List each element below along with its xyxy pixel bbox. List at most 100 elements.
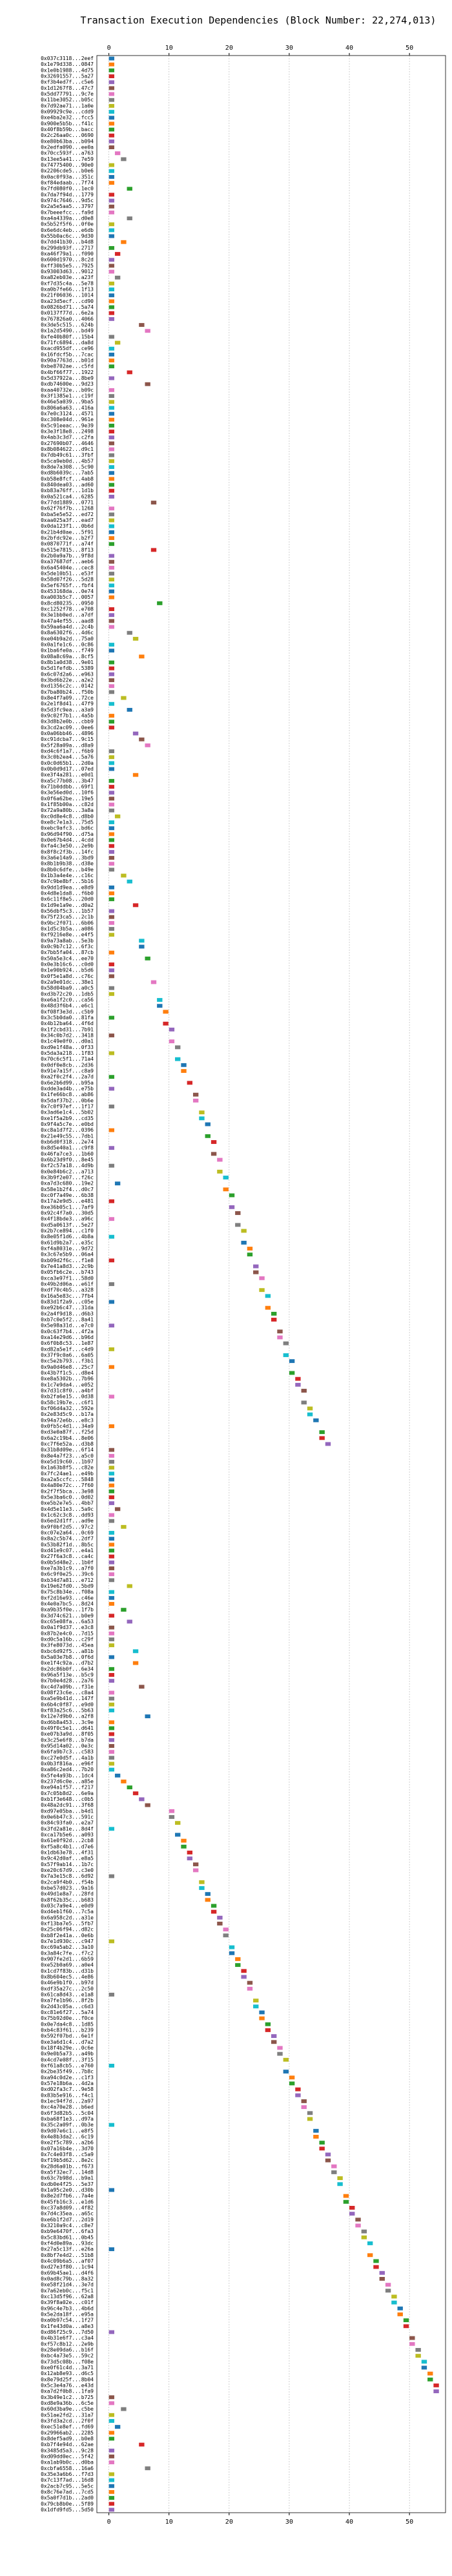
execution-bar bbox=[108, 643, 114, 647]
execution-bar bbox=[163, 1021, 169, 1026]
y-tick-label: 0x9a73a8ab...5e3b bbox=[41, 938, 94, 944]
y-tick-label: 0xd97e05ba...b4d1 bbox=[41, 1808, 94, 1814]
y-tick-label: 0x4cd7e08f...3f15 bbox=[41, 2057, 94, 2062]
execution-bar bbox=[139, 737, 145, 742]
y-tick-label: 0x0e3b16c6...c0d0 bbox=[41, 962, 94, 968]
y-tick-label: 0x83b5e916...f4c1 bbox=[41, 2092, 94, 2098]
execution-bar bbox=[108, 796, 114, 801]
y-tick-label: 0x6ed2d1ff...ad9e bbox=[41, 1518, 94, 1524]
y-tick-label: 0x48a2dc91...3f68 bbox=[41, 1802, 94, 1808]
execution-bar bbox=[108, 1679, 114, 1683]
y-tick-label: 0x5a0f7d1b...2ad0 bbox=[41, 2495, 94, 2501]
y-tick-label: 0xa7fe1b96...8f2b bbox=[41, 1998, 94, 2004]
y-tick-label: 0xa1ab9b0c...d0ba bbox=[41, 2460, 94, 2466]
execution-bar bbox=[265, 1305, 271, 1310]
y-tick-label: 0x3fd3a2cd...2f0f bbox=[41, 2418, 94, 2424]
execution-bar bbox=[108, 80, 114, 85]
execution-bar bbox=[211, 1140, 217, 1144]
y-tick-label: 0x32691557...5a27 bbox=[41, 74, 94, 79]
execution-bar bbox=[108, 536, 114, 540]
y-tick-label: 0xe8a5302b...7b96 bbox=[41, 1376, 94, 1382]
y-tick-label: 0xf3b4ed7f...c5e6 bbox=[41, 79, 94, 85]
y-tick-label: 0xc0d8e4c8...d8b0 bbox=[41, 813, 94, 819]
y-tick-label: 0xaa025a3f...ead7 bbox=[41, 517, 94, 523]
execution-bar bbox=[259, 1288, 265, 1293]
y-tick-label: 0x6e2b6d99...b95a bbox=[41, 1080, 94, 1086]
execution-bar bbox=[169, 1815, 175, 1819]
execution-bar bbox=[108, 1738, 114, 1742]
execution-bar bbox=[108, 1696, 114, 1701]
y-tick-label: 0x1e79d338...0847 bbox=[41, 61, 94, 67]
y-tick-label: 0x8def5ad9...b0e8 bbox=[41, 2436, 94, 2442]
execution-bar bbox=[108, 554, 114, 558]
execution-bar bbox=[217, 1922, 223, 1926]
execution-bar bbox=[108, 565, 114, 570]
execution-bar bbox=[108, 1015, 114, 1020]
y-tick-label: 0x1d9e1a9e...d0a2 bbox=[41, 902, 94, 908]
execution-bar bbox=[277, 2046, 283, 2050]
y-tick-label: 0x1db63e78...4f31 bbox=[41, 1849, 94, 1855]
y-tick-label: 0x592f07bd...6e1f bbox=[41, 2033, 94, 2039]
execution-bar bbox=[108, 992, 114, 996]
y-tick-label: 0x77dd1889...0771 bbox=[41, 500, 94, 506]
execution-bar bbox=[349, 2212, 355, 2216]
execution-bar bbox=[265, 1294, 271, 1298]
execution-bar bbox=[235, 1211, 241, 1215]
x-tick-label: 20 bbox=[225, 2519, 233, 2526]
y-tick-label: 0x1d5c3b5a...a086 bbox=[41, 926, 94, 932]
execution-bar bbox=[108, 352, 114, 357]
execution-bar bbox=[319, 1430, 325, 1435]
execution-bar bbox=[108, 1537, 114, 1541]
execution-bar bbox=[108, 169, 114, 173]
y-tick-label: 0x4bf66f77...1922 bbox=[41, 369, 94, 375]
execution-bar bbox=[145, 1714, 150, 1719]
execution-bar bbox=[108, 1477, 114, 1482]
execution-bar bbox=[319, 2146, 325, 2151]
y-tick-label: 0x8a6302f6...4d6c bbox=[41, 630, 94, 636]
execution-bar bbox=[108, 269, 114, 274]
execution-bar bbox=[187, 1856, 193, 1861]
execution-bar bbox=[241, 1240, 247, 1245]
y-tick-label: 0xe5b2e7e5...4bb7 bbox=[41, 1501, 94, 1506]
execution-bar bbox=[108, 1720, 114, 1725]
execution-bar bbox=[175, 1045, 181, 1050]
execution-bar bbox=[367, 2241, 373, 2245]
y-tick-label: 0x907fe2d1...6b59 bbox=[41, 1956, 94, 1962]
y-tick-label: 0x3485d5a3...9c28 bbox=[41, 2447, 94, 2453]
y-tick-label: 0x3c5b0da0...81fa bbox=[41, 1015, 94, 1021]
y-tick-label: 0x7a62eb0c...f5c1 bbox=[41, 2288, 94, 2294]
execution-bar bbox=[295, 1382, 301, 1387]
execution-bar bbox=[108, 411, 114, 416]
execution-bar bbox=[415, 2354, 421, 2358]
execution-bar bbox=[253, 1270, 259, 1274]
execution-bar bbox=[108, 364, 114, 369]
execution-bar bbox=[397, 2312, 403, 2316]
execution-bar bbox=[397, 2306, 403, 2311]
execution-bar bbox=[108, 1365, 114, 1369]
y-tick-label: 0xff30b5e5...7925 bbox=[41, 263, 94, 269]
y-tick-label: 0x8b0c6dfe...b49e bbox=[41, 867, 94, 873]
y-tick-label: 0x17a2e9d5...e481 bbox=[41, 1198, 94, 1204]
y-tick-label: 0xd09dd0ec...5f42 bbox=[41, 2453, 94, 2459]
y-tick-label: 0x9f0bf2d5...97c2 bbox=[41, 1524, 94, 1530]
y-tick-label: 0x1ba6fe0a...f749 bbox=[41, 648, 94, 654]
execution-bar bbox=[391, 2300, 397, 2305]
execution-bar bbox=[301, 2099, 307, 2103]
execution-bar bbox=[114, 151, 121, 156]
execution-bar bbox=[114, 1773, 121, 1778]
execution-bar bbox=[108, 885, 114, 889]
y-tick-label: 0x806a6a63...416a bbox=[41, 405, 94, 411]
y-tick-label: 0x1e90b924...b5d6 bbox=[41, 968, 94, 973]
y-tick-label: 0x16fdcf5b...7cac bbox=[41, 351, 94, 357]
y-tick-label: 0x3210a9c4...c8e7 bbox=[41, 2223, 94, 2228]
y-tick-label: 0xdf35a27c...2c50 bbox=[41, 1986, 94, 1991]
x-tick-label: 0 bbox=[107, 2519, 111, 2526]
execution-bar bbox=[139, 1797, 145, 1802]
y-tick-label: 0xd82a5e1f...c4d9 bbox=[41, 1346, 94, 1352]
y-tick-label: 0x3e3f18e8...2498 bbox=[41, 429, 94, 435]
execution-bar bbox=[108, 524, 114, 528]
y-tick-label: 0xc4a70e28...b6ed bbox=[41, 2104, 94, 2110]
execution-bar bbox=[108, 103, 114, 108]
y-tick-label: 0x3c0b2ea4...5a76 bbox=[41, 754, 94, 760]
execution-bar bbox=[108, 826, 114, 831]
